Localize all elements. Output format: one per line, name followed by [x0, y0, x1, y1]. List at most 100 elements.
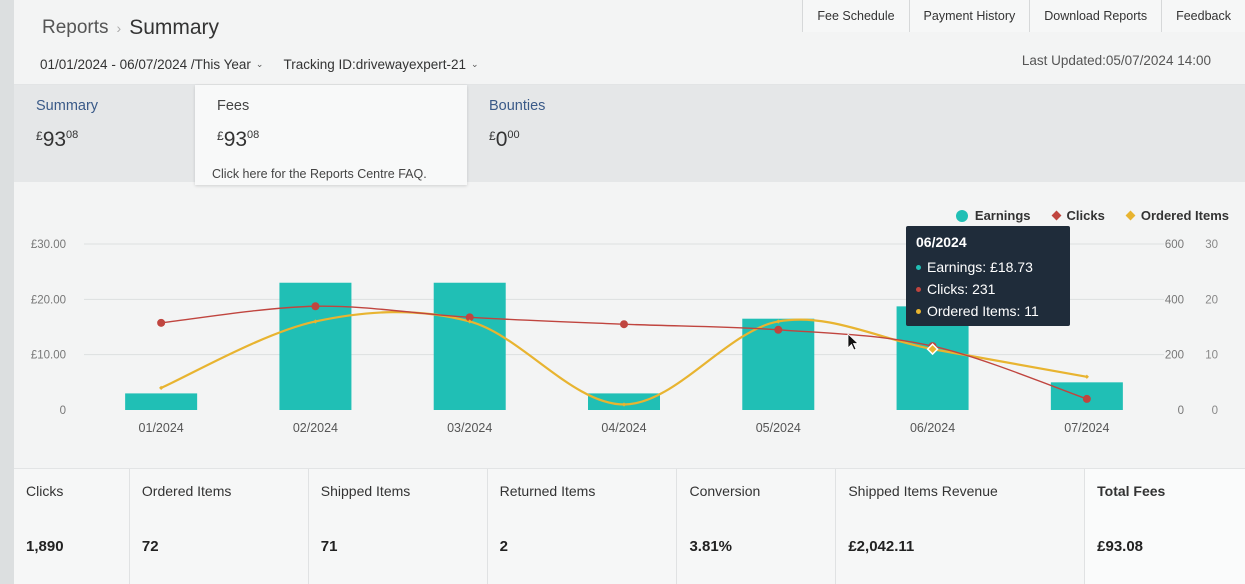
stat-label: Returned Items [499, 483, 596, 499]
y-right-clicks-tick-label: 400 [1165, 294, 1184, 306]
stat-label: Ordered Items [141, 483, 232, 499]
chart-svg: 0 £10.00 £20.00 £30.00 0 200 400 600 0 10 20 30 01/2… [31, 239, 1218, 435]
ordered-diamond-icon [1125, 210, 1136, 221]
x-tick-label: 01/2024 [139, 421, 184, 435]
breadcrumb: Reports › Summary [42, 16, 219, 40]
tooltip-clicks: Clicks: 231 [916, 281, 995, 297]
earnings-dot-icon [955, 209, 968, 222]
ordered-items-point [313, 319, 318, 324]
earnings-bar [742, 318, 815, 410]
clicks-point [311, 302, 320, 311]
chart-legend: Earnings Clicks Ordered Items [934, 208, 1229, 223]
date-range-value: 01/01/2024 - 06/07/2024 /This Year [40, 57, 251, 72]
ordered-items-point [1084, 374, 1089, 379]
legend-ordered-items[interactable]: Ordered Items [1125, 208, 1229, 223]
x-tick-label: 05/2024 [756, 421, 801, 435]
tab-summary[interactable]: Summary £9308 [14, 85, 195, 182]
earnings-bar [125, 393, 198, 410]
ordered-items-point [467, 319, 472, 324]
chevron-down-icon: ⌄ [471, 59, 479, 69]
earnings-bar [279, 282, 352, 410]
divider [14, 84, 1245, 85]
ordered-items-point [621, 402, 627, 407]
stat-label: Conversion [689, 483, 761, 499]
report-tabs: Summary £9308 Fees £9308 Click here for … [14, 85, 1245, 185]
stat-value: 72 [141, 538, 159, 555]
y-right-clicks-tick-label: 600 [1165, 239, 1184, 251]
stat-conversion: Conversion 3.81% [677, 469, 837, 584]
stat-value: 71 [320, 538, 338, 555]
stat-ordered-items: Ordered Items 72 [130, 469, 309, 584]
x-tick-label: 02/2024 [293, 421, 338, 435]
earnings-chart: 0 £10.00 £20.00 £30.00 0 200 400 600 0 10 20 30 01/2… [14, 182, 1245, 468]
top-links: Fee Schedule Payment History Download Re… [802, 0, 1245, 32]
stat-value: £2,042.11 [848, 538, 915, 555]
tab-bounties[interactable]: Bounties £000 [467, 85, 667, 182]
tracking-id-value: Tracking ID:drivewayexpert-21 [283, 57, 467, 72]
tooltip-ordered: Ordered Items: 11 [916, 303, 1039, 319]
page-title: Summary [129, 16, 220, 39]
stat-value: 1,890 [26, 538, 64, 555]
tab-bounties-value: £000 [489, 128, 520, 151]
clicks-point [465, 313, 474, 322]
tooltip-earnings: Earnings: £18.73 [916, 259, 1033, 275]
y-left-tick-label: 0 [60, 405, 66, 417]
clicks-point [620, 320, 628, 329]
clicks-point [157, 318, 166, 327]
y-right-items-tick-label: 10 [1205, 350, 1218, 362]
tab-fees-label: Fees [217, 98, 250, 114]
breadcrumb-reports-link[interactable]: Reports [42, 17, 109, 38]
earnings-bar [433, 282, 506, 410]
payment-history-link[interactable]: Payment History [908, 0, 1030, 32]
x-tick-label: 04/2024 [601, 421, 646, 435]
stat-label: Shipped Items Revenue [848, 483, 998, 499]
tab-fees-value: £9308 [217, 128, 260, 151]
stat-shipped-revenue: Shipped Items Revenue £2,042.11 [836, 469, 1086, 584]
x-tick-label: 07/2024 [1064, 421, 1109, 435]
stat-returned-items: Returned Items 2 [488, 469, 678, 584]
ordered-items-point [926, 343, 939, 356]
stat-value: 3.81% [689, 538, 733, 555]
last-updated: Last Updated:05/07/2024 14:00 [1021, 53, 1211, 68]
stat-label: Total Fees [1097, 483, 1166, 499]
y-right-items-tick-label: 30 [1205, 239, 1218, 251]
y-left-tick-label: £30.00 [31, 239, 66, 251]
ordered-items-point [776, 319, 781, 324]
y-right-items-tick-label: 0 [1212, 405, 1218, 417]
chart-tooltip: 06/2024 Earnings: £18.73 Clicks: 231 Ord… [906, 226, 1070, 326]
tab-fees[interactable]: Fees £9308 Click here for the Reports Ce… [195, 85, 467, 185]
clicks-point [1082, 394, 1091, 403]
legend-earnings[interactable]: Earnings [955, 208, 1031, 223]
stats-bar: Clicks 1,890 Ordered Items 72 Shipped It… [14, 468, 1245, 584]
mouse-cursor-icon [847, 333, 859, 351]
feedback-link[interactable]: Feedback [1161, 0, 1245, 32]
legend-clicks[interactable]: Clicks [1051, 208, 1105, 223]
y-right-clicks-tick-label: 200 [1165, 350, 1184, 362]
clicks-point [774, 325, 783, 334]
y-right-clicks-tick-label: 0 [1178, 405, 1184, 417]
chevron-down-icon: ⌄ [255, 59, 264, 69]
tab-summary-label: Summary [36, 98, 99, 114]
x-tick-label: 06/2024 [910, 421, 955, 435]
stat-label: Clicks [26, 483, 64, 499]
tracking-id-dropdown[interactable]: Tracking ID:drivewayexpert-21 ⌄ [283, 57, 478, 72]
tab-summary-value: £9308 [36, 128, 79, 151]
x-tick-label: 03/2024 [447, 421, 492, 435]
stat-total-fees: Total Fees £93.08 [1085, 469, 1245, 584]
y-left-tick-label: £20.00 [31, 294, 66, 306]
reports-faq-link[interactable]: Click here for the Reports Centre FAQ. [212, 167, 427, 181]
stat-clicks: Clicks 1,890 [14, 469, 130, 584]
y-right-items-tick-label: 20 [1205, 294, 1218, 306]
filter-bar: 01/01/2024 - 06/07/2024 /This Year ⌄ Tra… [40, 57, 499, 72]
clicks-diamond-icon [1051, 210, 1061, 221]
stat-value: 2 [499, 538, 508, 555]
breadcrumb-separator-icon: › [116, 20, 122, 36]
stat-label: Shipped Items [320, 483, 411, 499]
download-reports-link[interactable]: Download Reports [1029, 0, 1162, 32]
earnings-bar [588, 393, 660, 410]
stat-value: £93.08 [1097, 538, 1144, 555]
ordered-items-point [159, 385, 164, 390]
date-range-dropdown[interactable]: 01/01/2024 - 06/07/2024 /This Year ⌄ [40, 57, 263, 72]
fee-schedule-link[interactable]: Fee Schedule [802, 0, 909, 32]
tooltip-title: 06/2024 [916, 234, 967, 250]
